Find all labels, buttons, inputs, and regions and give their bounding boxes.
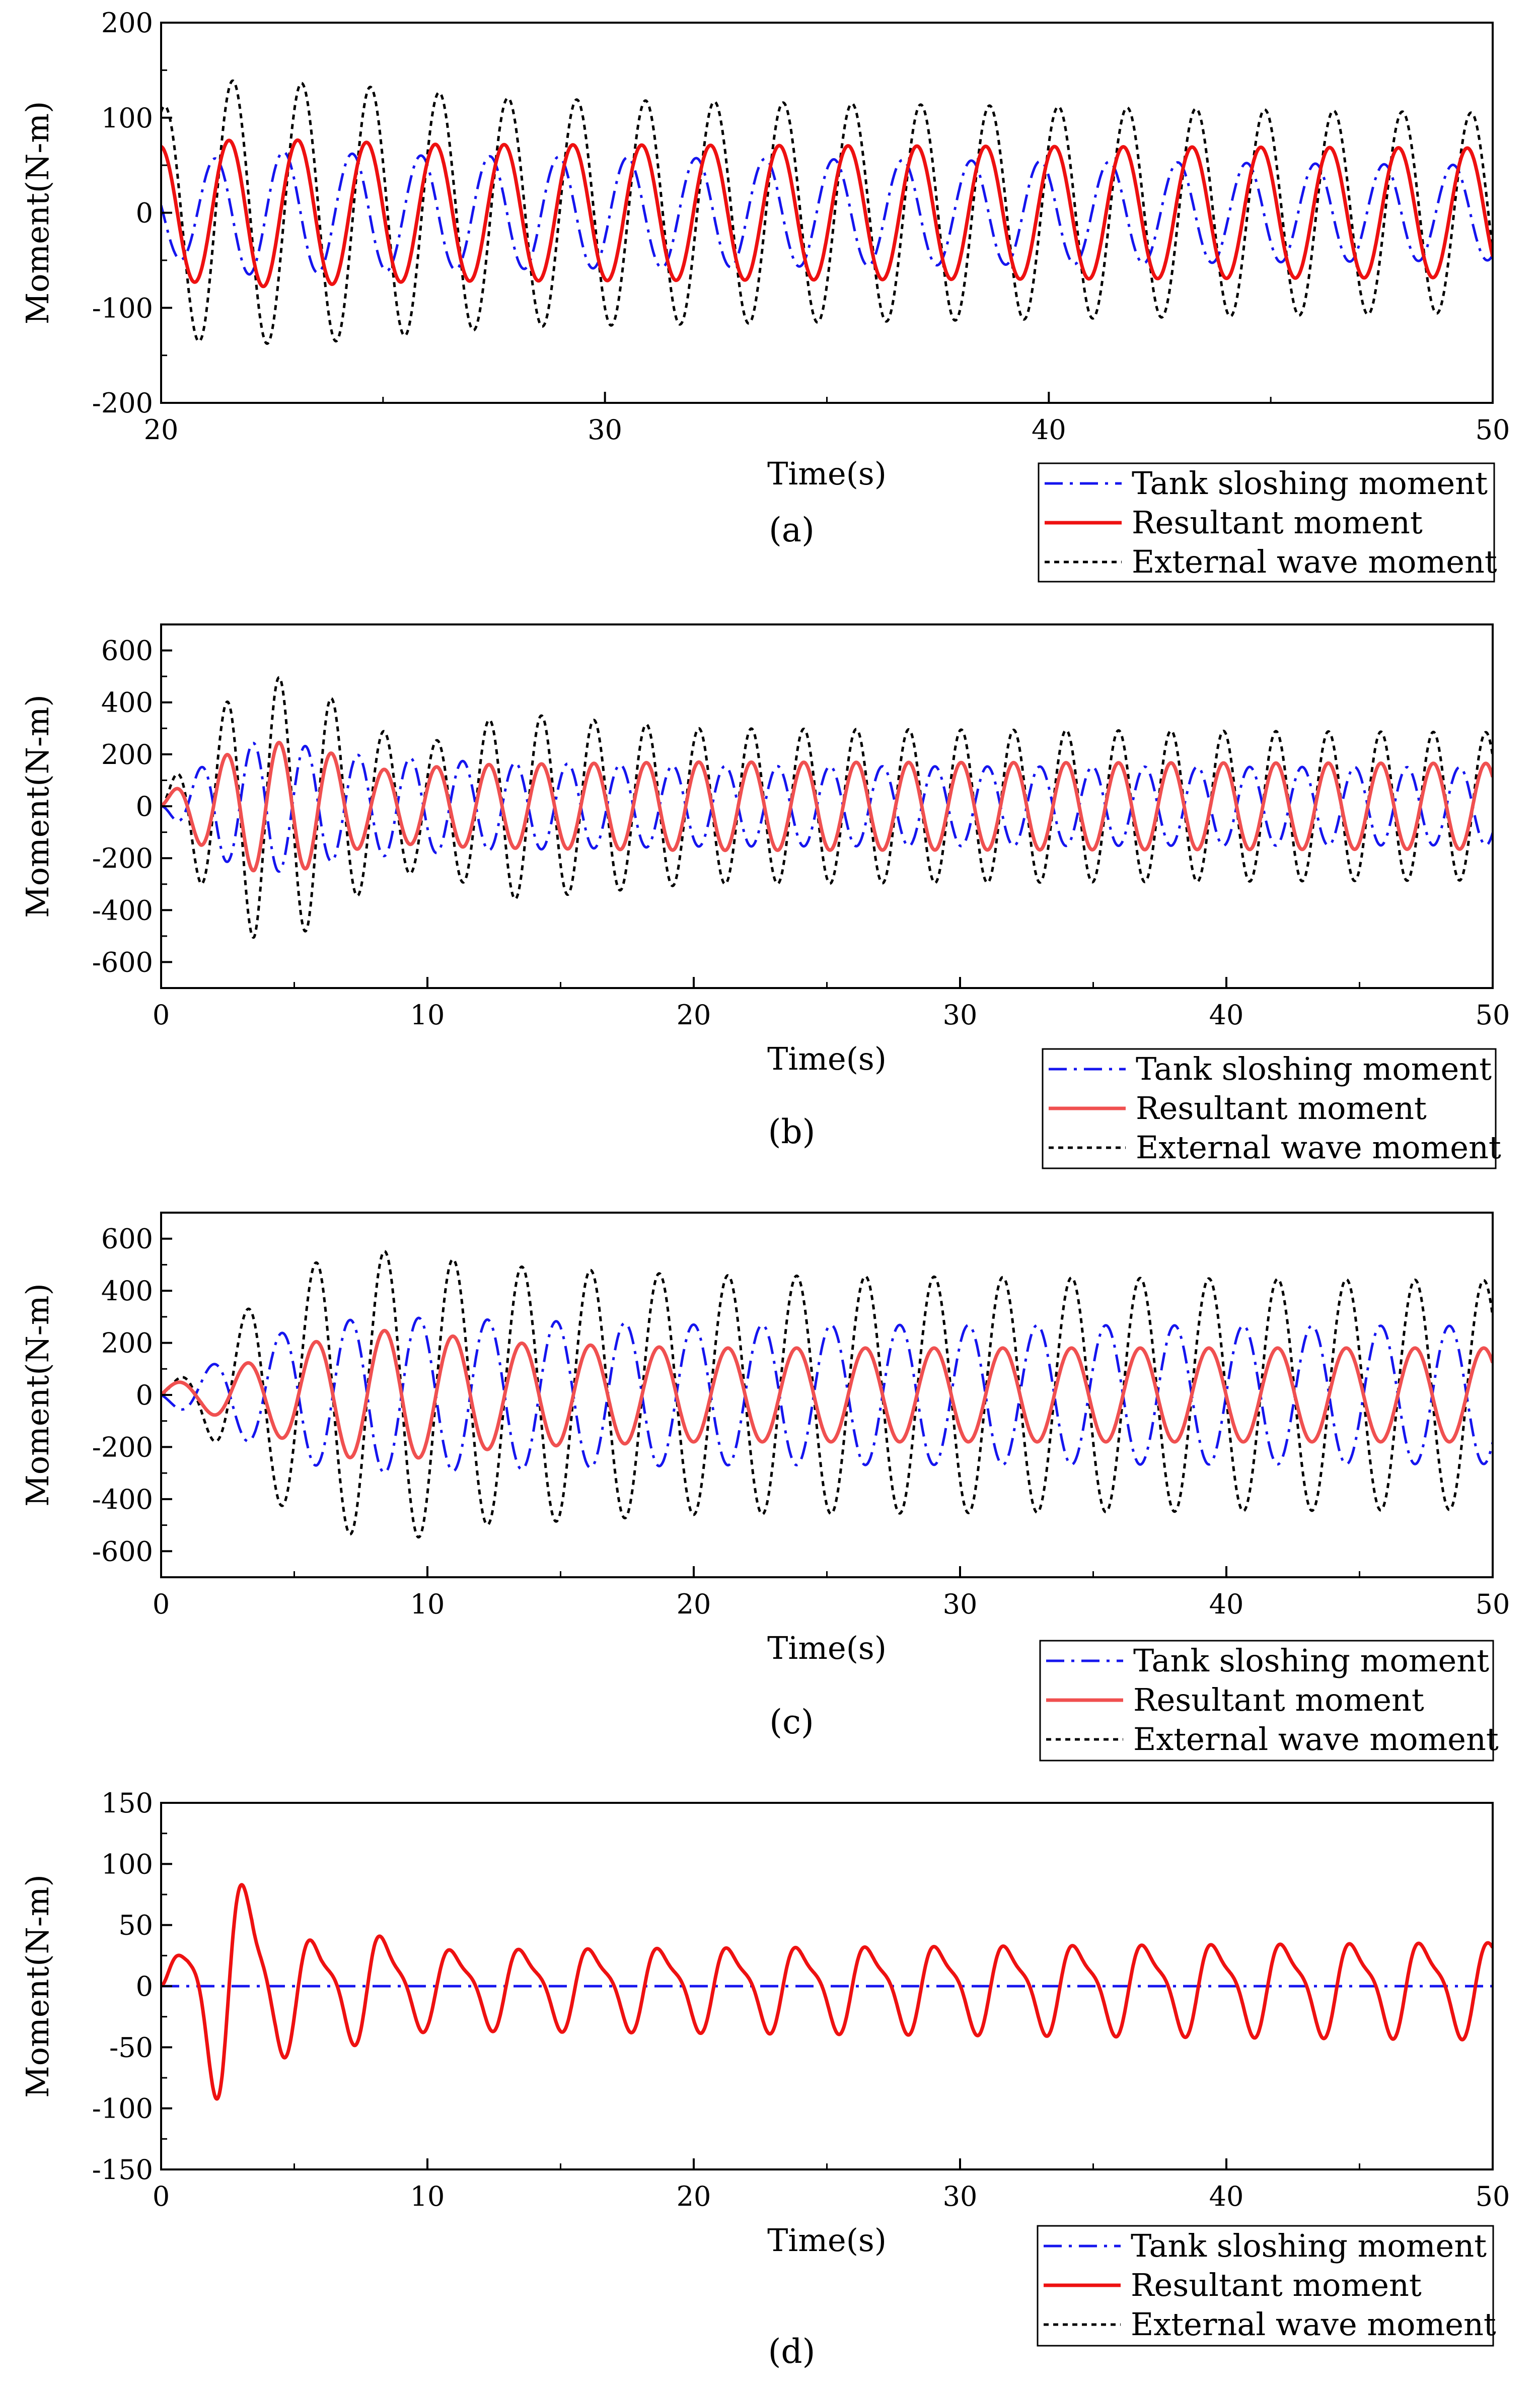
y-tick-label: -200	[92, 387, 153, 419]
legend-label: External wave moment	[1133, 1721, 1499, 1758]
legend-label: Tank sloshing moment	[1131, 2227, 1487, 2264]
y-tick-label: 600	[101, 1223, 153, 1255]
x-tick-label: 40	[1209, 999, 1244, 1031]
panel-caption: (a)	[769, 511, 815, 549]
panel-caption: (c)	[769, 1703, 814, 1741]
plot-area	[161, 1250, 1493, 1539]
chart-panel-3: 0 10 20 30 40 50 -600 -400 -200 0 200 400 600 Time(s)…	[19, 1212, 1510, 1762]
legend-label: Tank sloshing moment	[1133, 1642, 1489, 1679]
x-tick-label: 10	[410, 999, 445, 1031]
x-axis-title: Time(s)	[767, 455, 887, 492]
y-tick-label: 0	[136, 1971, 153, 2002]
y-tick-label: -100	[92, 2093, 153, 2125]
legend-label: Tank sloshing moment	[1132, 465, 1488, 502]
y-tick-label: 600	[101, 635, 153, 667]
y-tick-label: -100	[92, 292, 153, 324]
y-tick-label: 50	[118, 1910, 153, 1941]
x-tick-label: 50	[1476, 999, 1510, 1031]
y-tick-label: 400	[101, 687, 153, 719]
x-tick-label: 20	[677, 2181, 711, 2212]
series-line-resultant-moment	[161, 741, 1493, 873]
panel-caption: (b)	[768, 1112, 816, 1151]
y-tick-label: -150	[92, 2154, 153, 2186]
y-tick-label: -400	[92, 1484, 153, 1515]
y-tick-label: -200	[92, 843, 153, 874]
y-axis-title: Moment(N-m)	[19, 694, 56, 918]
x-tick-label: 10	[410, 2181, 445, 2212]
y-tick-label: 200	[101, 1327, 153, 1359]
legend-label: Resultant moment	[1132, 504, 1423, 541]
x-tick-label: 50	[1476, 414, 1510, 446]
y-tick-label: 200	[101, 7, 153, 39]
chart-panel-4: 0 10 20 30 40 50 -150 -100 -50 0 50 100 150 Time(s) Mo…	[19, 1787, 1510, 2371]
legend-label: Resultant moment	[1136, 1090, 1427, 1127]
legend-label: Tank sloshing moment	[1136, 1050, 1492, 1087]
x-axis-title: Time(s)	[767, 1630, 887, 1666]
series-line-tank-sloshing-moment	[161, 1316, 1493, 1475]
legend-label: External wave moment	[1131, 2306, 1496, 2343]
y-tick-label: 0	[136, 1379, 153, 1411]
series-line-resultant-moment	[161, 1328, 1493, 1460]
x-tick-label: 30	[943, 2181, 978, 2212]
series-line-resultant-moment	[161, 1883, 1493, 2101]
x-tick-label: 20	[677, 999, 711, 1031]
x-tick-label: 50	[1476, 2181, 1510, 2212]
legend-label: Resultant moment	[1131, 2267, 1422, 2303]
y-axis-title: Moment(N-m)	[19, 1874, 56, 2098]
series-line-resultant-moment	[161, 138, 1493, 289]
y-axis-title: Moment(N-m)	[19, 1283, 56, 1507]
x-tick-label: 10	[410, 1588, 445, 1620]
x-tick-label: 40	[1209, 1588, 1244, 1620]
y-tick-label: 0	[136, 197, 153, 229]
y-tick-label: 150	[101, 1787, 153, 1819]
panel-caption: (d)	[768, 2332, 816, 2371]
x-tick-label: 30	[943, 1588, 978, 1620]
plot-area	[161, 1883, 1493, 2101]
x-tick-label: 0	[153, 1588, 170, 1620]
x-tick-label: 20	[677, 1588, 711, 1620]
x-tick-label: 40	[1032, 414, 1066, 446]
x-axis-title: Time(s)	[767, 2222, 887, 2259]
series-line-external-wave-moment	[161, 79, 1493, 345]
y-tick-label: -50	[109, 2031, 153, 2063]
y-tick-label: 400	[101, 1275, 153, 1307]
y-axis-title: Moment(N-m)	[19, 101, 56, 325]
x-tick-label: 50	[1476, 1588, 1510, 1620]
series-line-external-wave-moment	[161, 676, 1493, 939]
y-tick-label: 0	[136, 791, 153, 822]
y-tick-label: -200	[92, 1431, 153, 1463]
x-tick-label: 0	[153, 999, 170, 1031]
y-tick-label: 100	[101, 1848, 153, 1880]
x-tick-label: 20	[144, 414, 179, 446]
plot-area	[161, 79, 1493, 345]
series-line-tank-sloshing-moment	[161, 741, 1493, 873]
x-tick-label: 40	[1209, 2181, 1244, 2212]
x-tick-label: 30	[588, 414, 622, 446]
legend-label: Resultant moment	[1133, 1681, 1424, 1718]
y-tick-label: 100	[101, 102, 153, 134]
x-axis-title: Time(s)	[767, 1040, 887, 1077]
y-tick-label: -600	[92, 1535, 153, 1567]
chart-panel-1: 20 30 40 50 -200 -100 0 100 200 Time(s) Moment(N-m…	[19, 7, 1510, 583]
y-tick-label: -400	[92, 894, 153, 926]
chart-panel-2: 0 10 20 30 40 50 -600 -400 -200 0 200 400 600 Time(s)…	[19, 623, 1510, 1169]
x-tick-label: 0	[153, 2181, 170, 2212]
y-tick-label: 200	[101, 739, 153, 770]
y-tick-label: -600	[92, 946, 153, 978]
series-line-external-wave-moment	[161, 1250, 1493, 1539]
plot-area	[161, 676, 1493, 939]
legend-label: External wave moment	[1132, 543, 1497, 580]
x-tick-label: 30	[943, 999, 978, 1031]
legend-label: External wave moment	[1136, 1129, 1501, 1166]
